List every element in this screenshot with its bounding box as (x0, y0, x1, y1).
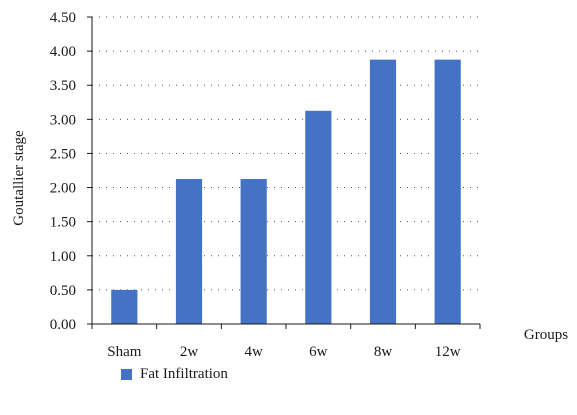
bar-sham (111, 289, 138, 324)
x-tick-label: Sham (107, 344, 142, 360)
y-tick-label: 1.50 (50, 215, 76, 231)
x-tick-label: 4w (244, 344, 263, 360)
y-tick-label: 3.00 (50, 112, 76, 128)
y-tick-label: 0.50 (50, 283, 76, 299)
bars (111, 59, 461, 325)
y-tick-label: 4.50 (50, 10, 76, 26)
y-tick-labels: 0.00 0.50 1.00 1.50 2.00 2.50 3.00 3.50 4.00 4.50 (50, 10, 92, 333)
bar-12w (434, 59, 461, 325)
axes (91, 17, 480, 325)
x-tick-label: 8w (374, 344, 393, 360)
x-axis-title: Groups (524, 327, 568, 343)
y-tick-label: 4.00 (50, 44, 76, 60)
x-tick-label: 2w (180, 344, 199, 360)
y-tick-label: 2.50 (50, 146, 76, 162)
x-tick-label: 6w (309, 344, 328, 360)
y-tick-label: 0.00 (50, 317, 76, 333)
legend-label-fat-infiltration: Fat Infiltration (140, 366, 228, 382)
legend-swatch-fat-infiltration (121, 369, 132, 380)
bar-6w (305, 110, 332, 324)
bar-8w (369, 59, 397, 325)
y-tick-label: 3.50 (50, 78, 76, 94)
bar-2w (175, 179, 203, 324)
y-axis-title: Goutallier stage (11, 130, 27, 226)
bar-4w (240, 179, 267, 324)
y-tick-label: 2.00 (50, 181, 76, 197)
x-tick-label: 12w (435, 344, 461, 360)
legend: Fat Infiltration (121, 366, 228, 383)
gridlines (92, 16, 480, 291)
x-tick-labels: Sham 2w 4w 6w 8w 12w (91, 324, 481, 360)
y-tick-label: 1.00 (50, 249, 76, 265)
